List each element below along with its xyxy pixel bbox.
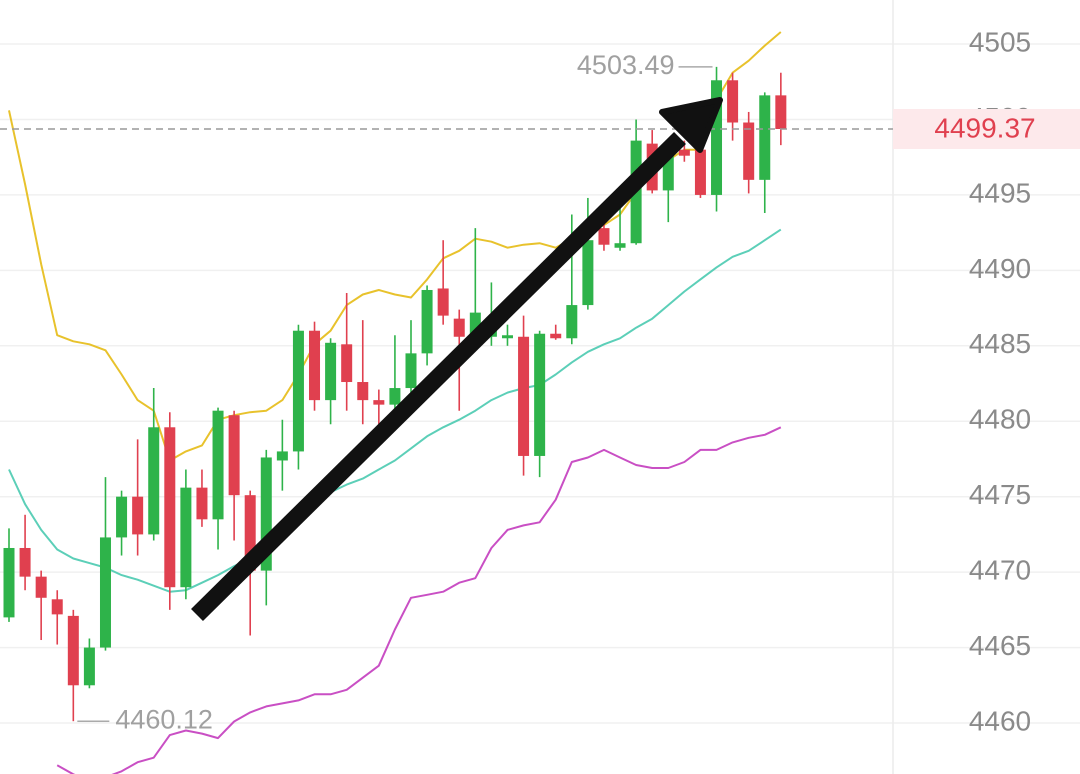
candle-body	[405, 353, 417, 389]
candle-body	[711, 80, 723, 195]
candle-body	[501, 335, 513, 339]
candle-body	[83, 647, 95, 686]
min-label: 4460.12	[115, 704, 213, 734]
candle-body	[421, 289, 433, 354]
candle-body	[51, 599, 63, 615]
y-tick-label: 4490	[969, 253, 1031, 284]
candle-body	[614, 243, 626, 248]
candle-body	[775, 95, 787, 129]
y-tick-label: 4460	[969, 705, 1031, 736]
y-tick-label: 4505	[969, 26, 1031, 57]
candle-body	[325, 342, 337, 401]
y-tick-label: 4475	[969, 479, 1031, 510]
arrow-head	[659, 97, 723, 153]
candle-body	[727, 80, 739, 123]
candle-body	[3, 547, 15, 618]
y-tick-label: 4480	[969, 404, 1031, 435]
candle-body	[309, 330, 321, 401]
candle-body	[743, 122, 755, 180]
candle-body	[550, 333, 562, 339]
candle-body	[260, 457, 272, 571]
candle-body	[132, 496, 144, 535]
max-label: 4503.49	[577, 50, 675, 80]
candle-body	[469, 312, 481, 337]
last-price-box	[893, 109, 1080, 149]
candle-body	[662, 149, 674, 191]
candle-body	[164, 427, 176, 588]
last-price-label: 4499.37	[934, 112, 1035, 143]
moving-average-line	[56, 426, 782, 774]
candle-body	[518, 336, 530, 456]
trend-arrow	[191, 97, 723, 622]
candle-body	[148, 427, 160, 535]
candle-body	[566, 305, 578, 339]
candle-body	[582, 240, 594, 306]
candle-body	[196, 487, 208, 520]
candle-body	[437, 288, 449, 316]
overlay: 4503.49 4460.12 4499.37	[0, 50, 1080, 734]
candle-body	[35, 576, 47, 598]
y-tick-label: 4495	[969, 177, 1031, 208]
candle-body	[373, 400, 385, 405]
candle-body	[19, 547, 31, 577]
candle-body	[759, 95, 771, 180]
candle-body	[99, 537, 111, 648]
candle-body	[389, 388, 401, 405]
candle-body	[292, 330, 304, 452]
candle-body	[453, 318, 465, 337]
candle-body	[276, 451, 288, 461]
candle-body	[244, 495, 256, 571]
candle-body	[678, 149, 690, 156]
candle-body	[180, 487, 192, 588]
y-tick-label: 4465	[969, 630, 1031, 661]
candle-body	[357, 382, 369, 401]
candle-body	[228, 415, 240, 496]
candle-body	[67, 615, 79, 686]
moving-average-line	[8, 228, 782, 593]
candle-body	[116, 496, 128, 538]
candle-body	[212, 410, 224, 520]
y-tick-label: 4485	[969, 328, 1031, 359]
candle-body	[341, 344, 353, 383]
candle-body	[534, 333, 546, 456]
y-tick-label: 4470	[969, 555, 1031, 586]
candle-body	[598, 228, 610, 245]
candle-body	[694, 149, 706, 195]
arrow-shaft	[191, 131, 686, 622]
